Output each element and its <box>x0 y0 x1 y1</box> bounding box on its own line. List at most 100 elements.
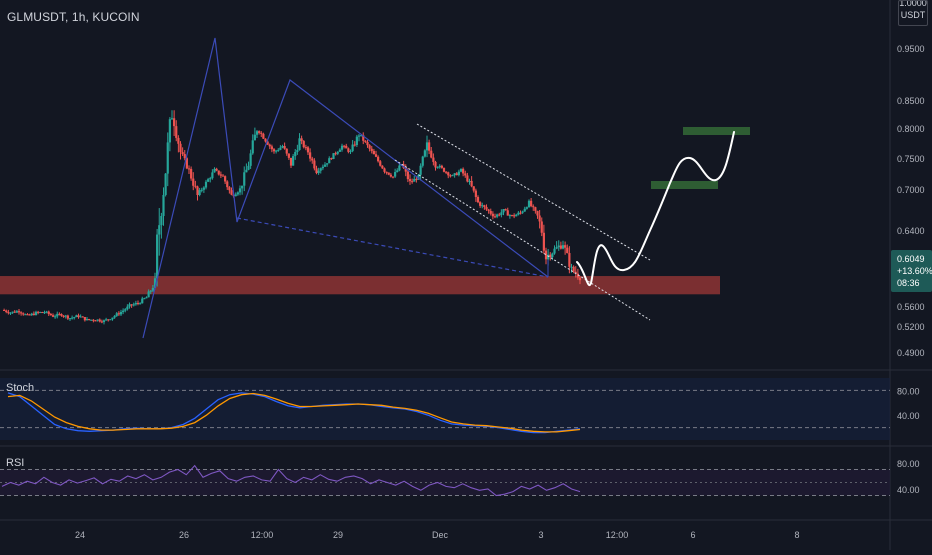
price-axis-top-label: 1.0000 <box>899 1 927 8</box>
candle-body <box>7 312 10 314</box>
candle-body <box>264 138 267 142</box>
candle-body <box>81 316 84 318</box>
candle-body <box>45 311 48 313</box>
candle-body <box>68 318 72 320</box>
target-zone-2 <box>683 127 750 135</box>
axes-layer: 0.49000.52000.56000.60000.64000.70000.75… <box>75 44 932 540</box>
last-price-tag <box>891 250 932 292</box>
pattern-line <box>142 37 549 339</box>
candle-body <box>364 140 367 142</box>
candle-body <box>209 178 212 180</box>
candle-body <box>345 145 348 149</box>
candle-body <box>11 311 14 313</box>
candle-body <box>194 185 197 187</box>
candle-body <box>564 245 567 248</box>
candle-body <box>455 173 458 176</box>
stoch-band-fill <box>0 378 890 440</box>
candle-body <box>13 311 16 313</box>
candle-body <box>468 180 471 182</box>
candle-body <box>34 311 38 316</box>
candle-body <box>349 151 352 153</box>
candle-body <box>64 315 67 317</box>
candle-body <box>213 168 216 173</box>
candle-body <box>192 178 195 186</box>
candle-body <box>474 190 477 197</box>
candle-body <box>43 312 46 314</box>
candle-body <box>513 215 516 217</box>
candle-body <box>54 316 57 318</box>
candle-body <box>398 165 401 171</box>
candle-body <box>255 131 259 135</box>
candle-body <box>143 298 146 300</box>
candle-body <box>491 213 494 217</box>
last-price-value: 0.6049 <box>897 254 925 264</box>
candle-body <box>396 170 399 173</box>
candle-body <box>428 142 431 151</box>
candle-body <box>315 168 318 174</box>
candle-body <box>277 149 280 151</box>
candle-body <box>530 200 533 207</box>
candle-body <box>247 165 250 170</box>
candle-body <box>270 146 273 150</box>
candle-body <box>289 157 293 166</box>
candle-body <box>417 174 420 180</box>
candle-body <box>160 216 163 226</box>
last-price-change: +13.60% <box>897 266 932 276</box>
candle-body <box>177 137 180 144</box>
candle-body <box>449 175 452 177</box>
exchange: KUCOIN <box>92 10 140 24</box>
candle-body <box>185 158 188 169</box>
drawings-layer <box>142 37 735 339</box>
currency-selector[interactable]: 1.0000 USDT <box>898 0 928 26</box>
candle-body <box>122 310 125 313</box>
time-tick-label: 24 <box>75 530 85 540</box>
candle-body <box>156 234 159 279</box>
candle-body <box>173 118 176 127</box>
stoch-layer <box>0 378 890 440</box>
candle-body <box>502 209 505 213</box>
rsi-pane-label[interactable]: RSI <box>6 457 25 469</box>
candle-body <box>568 252 571 267</box>
candle-body <box>302 141 305 148</box>
candle-body <box>527 200 531 208</box>
candle-body <box>510 215 514 217</box>
stoch-d-line <box>7 392 581 433</box>
candle-body <box>300 138 303 142</box>
candle-body <box>147 291 150 298</box>
time-tick-label: 8 <box>794 530 799 540</box>
candle-body <box>39 312 42 314</box>
candle-body <box>538 215 541 222</box>
candle-body <box>260 132 263 134</box>
candle-body <box>17 311 21 313</box>
candle-body <box>323 164 327 167</box>
candle-body <box>425 142 429 151</box>
candle-body <box>51 315 55 317</box>
candle-body <box>226 181 229 188</box>
candle-body <box>479 202 482 206</box>
candle-body <box>436 167 439 169</box>
candle-body <box>557 245 560 248</box>
candle-body <box>217 170 220 175</box>
candle-body <box>149 290 152 292</box>
candle-body <box>139 303 142 305</box>
candle-body <box>20 312 23 314</box>
candle-body <box>525 207 528 209</box>
rsi-layer <box>0 464 890 497</box>
candle-body <box>387 172 390 175</box>
candle-body <box>385 171 388 173</box>
time-tick-label: Dec <box>432 530 449 540</box>
candle-body <box>489 210 492 214</box>
stoch-pane-label[interactable]: Stoch <box>6 382 35 394</box>
candle-body <box>5 310 8 313</box>
stoch-tick-label: 80.00 <box>897 386 920 396</box>
candle-body <box>326 163 329 165</box>
candle-body <box>334 153 337 155</box>
symbol-title[interactable]: GLMUSDT, 1h, KUCOIN <box>7 10 140 24</box>
candle-body <box>496 214 499 217</box>
candle-body <box>445 171 448 173</box>
candle-body <box>559 245 562 249</box>
candle-body <box>132 304 135 306</box>
candle-body <box>319 168 322 171</box>
candle-body <box>79 316 82 318</box>
